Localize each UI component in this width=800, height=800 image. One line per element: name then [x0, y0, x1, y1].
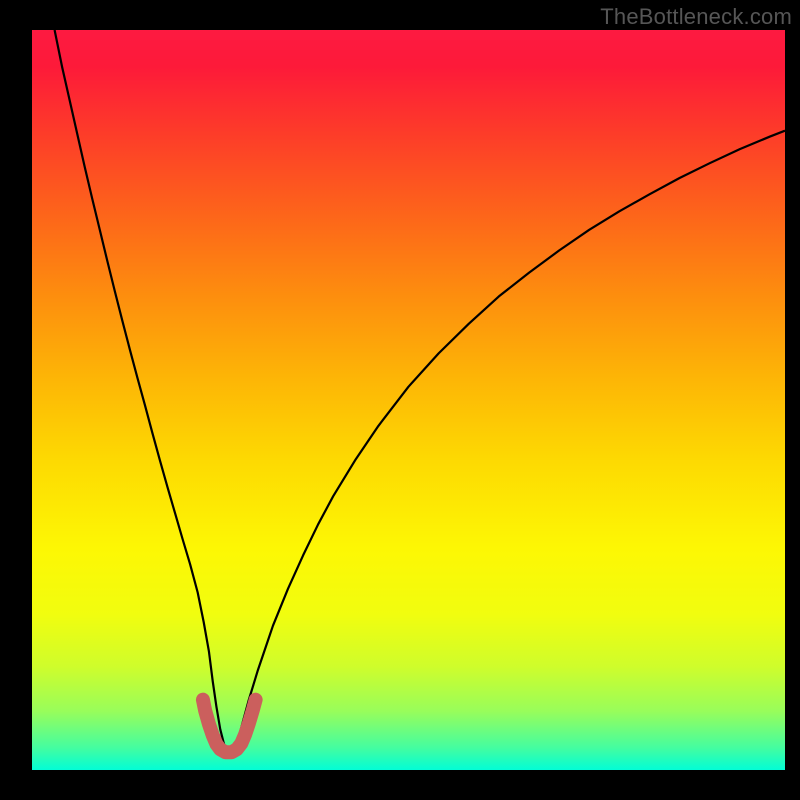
chart-frame: TheBottleneck.com — [0, 0, 800, 800]
watermark-text: TheBottleneck.com — [600, 4, 792, 30]
plot-background — [32, 30, 785, 770]
bottleneck-plot — [32, 30, 785, 770]
